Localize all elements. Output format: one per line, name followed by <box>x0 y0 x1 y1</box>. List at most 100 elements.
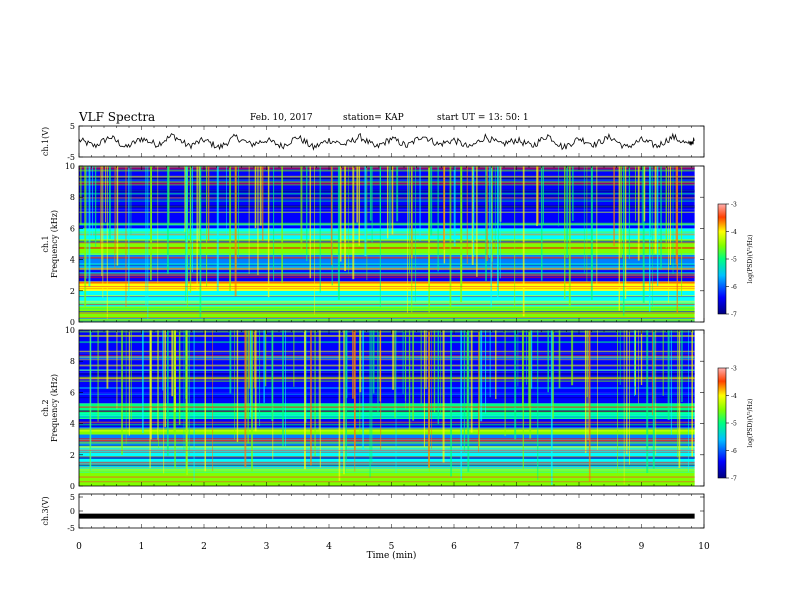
y-tick-label: 10 <box>65 162 75 171</box>
spectrogram-sferic <box>691 330 693 457</box>
spectrogram-streak <box>79 175 695 178</box>
spectrogram-streak <box>79 369 695 371</box>
y-tick-label: 2 <box>70 451 75 460</box>
spectrogram-sferic <box>319 166 321 293</box>
y-axis-label: ch.2 <box>41 399 50 416</box>
y-axis-label: ch.3(V) <box>41 496 50 525</box>
spectrogram-sferic <box>618 166 620 311</box>
spectrogram-streak <box>79 268 695 271</box>
spectrogram-sferic <box>247 330 249 444</box>
spectrogram-sferic <box>346 330 348 398</box>
spectrogram-sferic <box>114 166 116 254</box>
spectrogram-streak <box>79 354 695 357</box>
spectrogram-sferic <box>244 330 247 468</box>
spectrogram-sferic <box>521 330 524 408</box>
spectrogram-streak <box>79 198 695 201</box>
spectrogram-streak <box>79 253 695 255</box>
spectrogram-streak <box>79 267 695 269</box>
spectrogram-sferic <box>470 330 473 433</box>
spectrogram-streak <box>79 378 695 380</box>
spectrogram-sferic <box>428 166 430 316</box>
spectrogram-streak <box>79 423 695 426</box>
spectrogram-sferic <box>352 166 355 280</box>
spectrogram-sferic <box>121 330 123 455</box>
figure-title: VLF Spectra <box>79 110 156 124</box>
spectrogram-sferic <box>102 166 104 298</box>
spectrogram-sferic <box>249 330 252 418</box>
spectrogram-sferic <box>620 166 622 258</box>
spectrogram-streak <box>79 175 695 177</box>
spectrogram-sferic <box>552 330 554 419</box>
spectrogram-sferic <box>271 330 274 421</box>
spectrogram-sferic <box>450 330 452 477</box>
spectrogram-sferic <box>537 330 539 480</box>
spectrogram-streak <box>79 240 695 243</box>
spectrogram-sferic <box>453 166 456 247</box>
spectrogram-sferic <box>409 166 410 274</box>
y-tick-label: 4 <box>70 420 75 429</box>
spectrogram-sferic <box>589 330 590 399</box>
spectrogram-sferic <box>364 166 367 257</box>
spectrogram-sferic <box>596 166 598 288</box>
spectrogram-streak <box>79 231 695 233</box>
spectrogram-sferic <box>338 330 341 481</box>
colorbar-label: log(PSD)(V²/Hz) <box>747 235 754 284</box>
spectrogram-streak <box>79 428 695 430</box>
spectrogram-streak <box>79 197 695 199</box>
spectrogram-sferic <box>490 166 492 308</box>
colorbar-tick-label: -7 <box>731 312 737 319</box>
spectrogram-streak <box>79 380 695 382</box>
spectrogram-sferic <box>306 166 308 262</box>
spectrogram-streak <box>79 266 695 268</box>
spectrogram-streak <box>79 387 695 389</box>
spectrogram-sferic <box>94 166 97 247</box>
spectrogram-streak <box>79 302 695 305</box>
spectrogram-sferic <box>281 166 284 283</box>
spectrogram-sferic <box>688 330 689 472</box>
spectrogram-sferic <box>109 166 111 239</box>
y-axis-label: Frequency (kHz) <box>50 374 59 442</box>
spectrogram-sferic <box>372 330 375 394</box>
spectrogram-sferic <box>652 330 655 469</box>
spectrogram-sferic <box>293 330 295 387</box>
spectrogram-sferic <box>229 330 232 394</box>
spectrogram-streak <box>79 467 695 469</box>
spectrogram-sferic <box>257 166 259 276</box>
colorbar-tick-label: -5 <box>731 257 737 264</box>
spectrogram-sferic <box>471 166 474 265</box>
x-tick-label: 8 <box>576 542 582 552</box>
spectrogram-streak <box>79 441 695 444</box>
spectrogram-streak <box>79 461 695 464</box>
spectrogram-streak <box>79 421 695 424</box>
spectrogram-sferic <box>420 330 422 404</box>
spectrogram-sferic <box>668 166 669 303</box>
spectrogram-sferic <box>189 166 192 293</box>
spectrogram-sferic <box>101 166 103 277</box>
spectrogram-sferic <box>681 330 683 403</box>
spectrogram-streak <box>79 330 695 333</box>
spectrogram-sferic <box>199 166 202 318</box>
spectrogram-streak <box>79 300 695 303</box>
spectrogram-sferic <box>369 330 371 478</box>
spectrogram-sferic <box>105 166 106 223</box>
y-axis-label: Frequency (kHz) <box>50 210 59 278</box>
spectrogram-sferic <box>149 166 152 281</box>
spectrogram-sferic <box>303 330 306 470</box>
spectrogram-sferic <box>380 330 382 450</box>
spectrogram-streak <box>79 167 695 170</box>
spectrogram-streak <box>79 295 695 297</box>
spectrogram-streak <box>79 222 695 225</box>
spectrogram-sferic <box>430 166 433 236</box>
spectrogram-sferic <box>173 330 176 412</box>
spectrogram-sferic <box>442 330 445 463</box>
x-tick-label: 9 <box>639 542 645 552</box>
spectrogram-sferic <box>352 330 354 399</box>
spectrogram-sferic <box>677 330 678 458</box>
colorbar-2 <box>717 367 727 479</box>
spectrogram-streak <box>79 410 695 412</box>
spectrogram-sferic <box>467 330 470 472</box>
spectrogram-sferic <box>128 166 130 299</box>
spectrogram-sferic <box>597 330 599 450</box>
spectrogram-sferic <box>183 330 185 453</box>
spectrogram-sferic <box>637 166 640 261</box>
